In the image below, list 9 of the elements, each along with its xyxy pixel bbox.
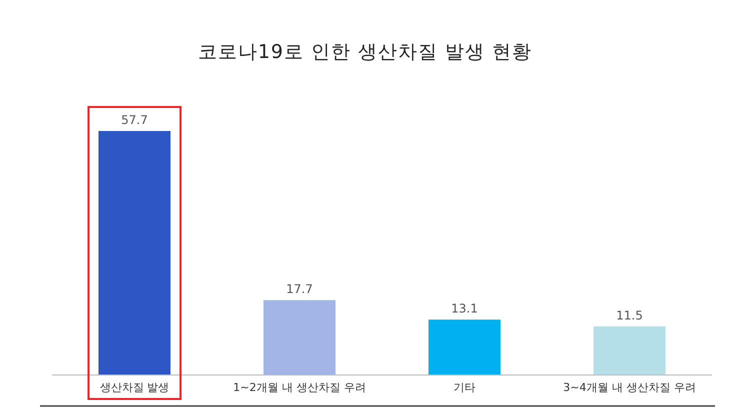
x-tick-label: 기타 (454, 381, 476, 394)
x-tick-label: 1~2개월 내 생산차질 우려 (233, 381, 366, 394)
data-label: 17.7 (286, 282, 313, 296)
data-label: 11.5 (616, 308, 643, 322)
data-label: 57.7 (121, 113, 148, 127)
data-label: 13.1 (451, 302, 478, 316)
chart-title: 코로나19로 인한 생산차질 발생 현황 (198, 41, 532, 63)
x-tick-label: 3~4개월 내 생산차질 우려 (563, 381, 696, 394)
x-tick-label: 생산차질 발생 (100, 381, 170, 394)
